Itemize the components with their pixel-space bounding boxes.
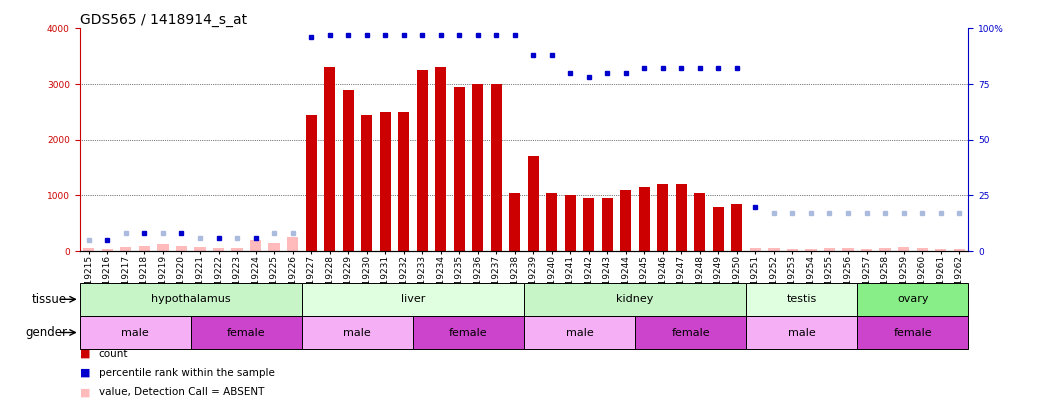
- Bar: [695, 193, 705, 251]
- Bar: [857, 283, 968, 316]
- Bar: [435, 67, 446, 251]
- Bar: [843, 248, 853, 251]
- Text: female: female: [450, 328, 487, 337]
- Bar: [157, 244, 169, 251]
- Bar: [176, 246, 187, 251]
- Bar: [306, 115, 316, 251]
- Bar: [565, 196, 575, 251]
- Bar: [528, 156, 539, 251]
- Bar: [917, 248, 927, 251]
- Text: female: female: [672, 328, 709, 337]
- Text: male: male: [566, 328, 593, 337]
- Text: gender: gender: [25, 326, 67, 339]
- Text: male: male: [344, 328, 371, 337]
- Bar: [584, 198, 594, 251]
- Text: percentile rank within the sample: percentile rank within the sample: [99, 368, 275, 378]
- Bar: [657, 184, 669, 251]
- Bar: [746, 316, 857, 349]
- Text: female: female: [227, 328, 265, 337]
- Bar: [102, 249, 113, 251]
- Bar: [413, 316, 524, 349]
- Text: liver: liver: [400, 294, 425, 304]
- Bar: [121, 247, 131, 251]
- Bar: [473, 84, 483, 251]
- Bar: [80, 283, 302, 316]
- Bar: [509, 193, 520, 251]
- Bar: [343, 90, 353, 251]
- Bar: [768, 248, 780, 251]
- Bar: [750, 248, 761, 251]
- Text: ■: ■: [80, 388, 90, 397]
- Text: male: male: [788, 328, 815, 337]
- Bar: [602, 198, 613, 251]
- Bar: [454, 87, 464, 251]
- Text: ■: ■: [80, 349, 90, 358]
- Bar: [524, 316, 635, 349]
- Bar: [635, 316, 746, 349]
- Text: hypothalamus: hypothalamus: [151, 294, 231, 304]
- Text: male: male: [122, 328, 149, 337]
- Bar: [857, 316, 968, 349]
- Bar: [806, 249, 816, 251]
- Bar: [746, 283, 857, 316]
- Bar: [324, 67, 335, 251]
- Bar: [213, 248, 224, 251]
- Text: testis: testis: [787, 294, 816, 304]
- Bar: [302, 316, 413, 349]
- Bar: [524, 283, 746, 316]
- Bar: [250, 240, 261, 251]
- Bar: [824, 248, 835, 251]
- Bar: [195, 247, 205, 251]
- Bar: [639, 187, 650, 251]
- Bar: [546, 193, 558, 251]
- Bar: [191, 316, 302, 349]
- Bar: [935, 249, 946, 251]
- Bar: [398, 112, 409, 251]
- Bar: [84, 248, 94, 251]
- Bar: [80, 316, 191, 349]
- Bar: [417, 70, 428, 251]
- Text: ovary: ovary: [897, 294, 929, 304]
- Bar: [620, 190, 631, 251]
- Bar: [713, 207, 724, 251]
- Bar: [787, 249, 798, 251]
- Bar: [879, 248, 891, 251]
- Bar: [861, 249, 872, 251]
- Text: ■: ■: [80, 368, 90, 378]
- Text: tissue: tissue: [31, 293, 67, 306]
- Text: GDS565 / 1418914_s_at: GDS565 / 1418914_s_at: [80, 13, 246, 27]
- Text: kidney: kidney: [616, 294, 654, 304]
- Bar: [379, 112, 391, 251]
- Text: female: female: [894, 328, 932, 337]
- Bar: [732, 204, 742, 251]
- Bar: [362, 115, 372, 251]
- Bar: [302, 283, 524, 316]
- Bar: [287, 237, 298, 251]
- Bar: [139, 245, 150, 251]
- Text: value, Detection Call = ABSENT: value, Detection Call = ABSENT: [99, 388, 264, 397]
- Bar: [898, 247, 909, 251]
- Bar: [954, 249, 964, 251]
- Bar: [490, 84, 502, 251]
- Bar: [232, 248, 242, 251]
- Text: count: count: [99, 349, 128, 358]
- Bar: [268, 243, 280, 251]
- Bar: [676, 184, 686, 251]
